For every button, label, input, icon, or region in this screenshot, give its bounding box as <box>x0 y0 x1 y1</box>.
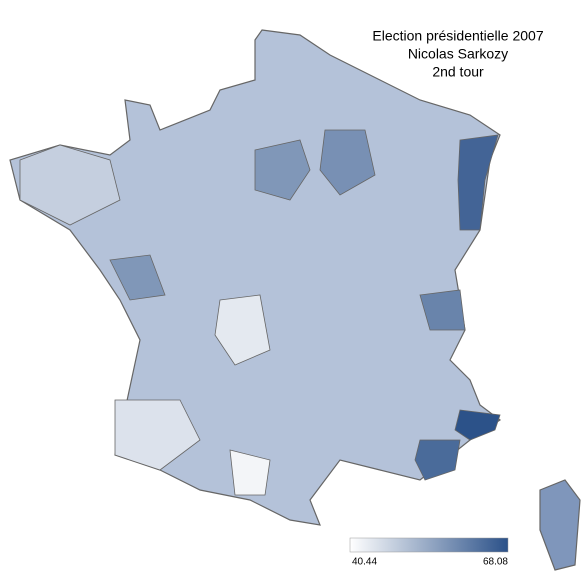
department <box>109 254 166 301</box>
colorbar-min: 40.44 <box>352 557 377 568</box>
corsica <box>539 479 581 571</box>
colorbar-max: 68.08 <box>483 557 508 568</box>
department <box>114 399 201 471</box>
regions <box>19 129 501 496</box>
department <box>254 139 311 201</box>
department <box>319 129 376 196</box>
title-line: Nicolas Sarkozy <box>408 46 508 62</box>
title-line: 2nd tour <box>432 64 484 80</box>
department <box>419 289 466 331</box>
department <box>214 294 271 366</box>
department <box>229 449 271 496</box>
department <box>454 409 501 441</box>
colorbar <box>349 537 509 553</box>
department <box>414 439 461 481</box>
title-line: Election présidentielle 2007 <box>372 28 543 44</box>
department <box>19 144 121 226</box>
department <box>457 134 499 231</box>
